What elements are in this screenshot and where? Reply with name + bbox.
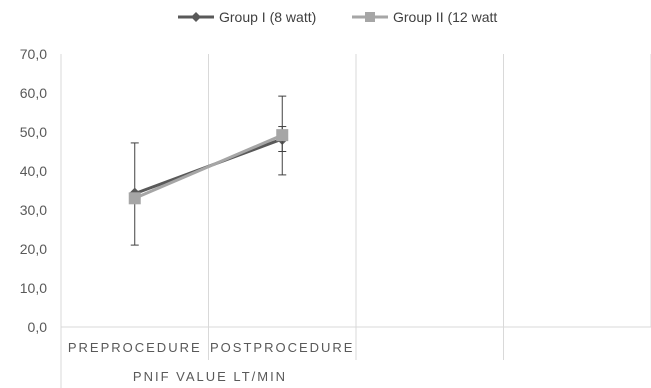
- legend-marker-group-2: [365, 12, 375, 22]
- x-axis-category-labels: PREPROCEDURE POSTPROCEDURE: [68, 340, 354, 355]
- legend: Group I (8 watt) Group II (12 watt: [178, 9, 497, 25]
- x-category-label: PREPROCEDURE: [68, 340, 202, 355]
- data-point: [128, 192, 141, 205]
- x-category-label: POSTPROCEDURE: [210, 340, 354, 355]
- legend-label-group-2: Group II (12 watt: [393, 9, 497, 25]
- data-point: [276, 129, 289, 142]
- y-tick-label: 20,0: [20, 241, 47, 257]
- y-tick-label: 60,0: [20, 85, 47, 101]
- legend-item-group-2: Group II (12 watt: [352, 9, 497, 25]
- series-2: [128, 95, 289, 205]
- x-axis-title: PNIF VALUE LT/MIN: [133, 369, 287, 384]
- legend-marker-group-1: [191, 12, 201, 22]
- y-tick-label: 30,0: [20, 202, 47, 218]
- data-series: [128, 95, 289, 246]
- y-tick-label: 40,0: [20, 163, 47, 179]
- legend-item-group-1: Group I (8 watt): [178, 9, 316, 25]
- y-tick-label: 50,0: [20, 124, 47, 140]
- y-tick-label: 10,0: [20, 280, 47, 296]
- y-tick-label: 70,0: [20, 46, 47, 62]
- series-line: [134, 133, 283, 200]
- legend-label-group-1: Group I (8 watt): [219, 9, 316, 25]
- gridlines: [60, 54, 651, 388]
- y-axis-tick-labels: 0,0 10,0 20,0 30,0 40,0 50,0 60,0 70,0: [20, 46, 47, 335]
- y-tick-label: 0,0: [28, 319, 48, 335]
